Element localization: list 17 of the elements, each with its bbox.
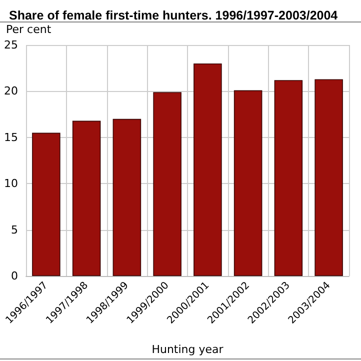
y-tick-label: 15 <box>4 130 18 144</box>
y-tick-label: 10 <box>4 177 18 190</box>
y-axis-title: Per cent <box>6 23 52 36</box>
bar <box>274 80 303 276</box>
chart-title: Share of female first-time hunters. 1996/1997-2003/2004 <box>9 8 338 22</box>
bar <box>112 118 142 276</box>
bar <box>194 63 222 276</box>
bar <box>234 90 262 276</box>
bar <box>153 92 182 276</box>
y-tick-label: 25 <box>4 38 18 52</box>
bar <box>72 120 101 276</box>
y-tick-label: 5 <box>11 223 18 236</box>
x-axis-title: Hunting year <box>152 343 224 356</box>
y-tick-label: 20 <box>4 84 18 98</box>
bar <box>32 132 60 276</box>
y-tick-label: 0 <box>11 270 18 282</box>
bar <box>314 79 343 276</box>
